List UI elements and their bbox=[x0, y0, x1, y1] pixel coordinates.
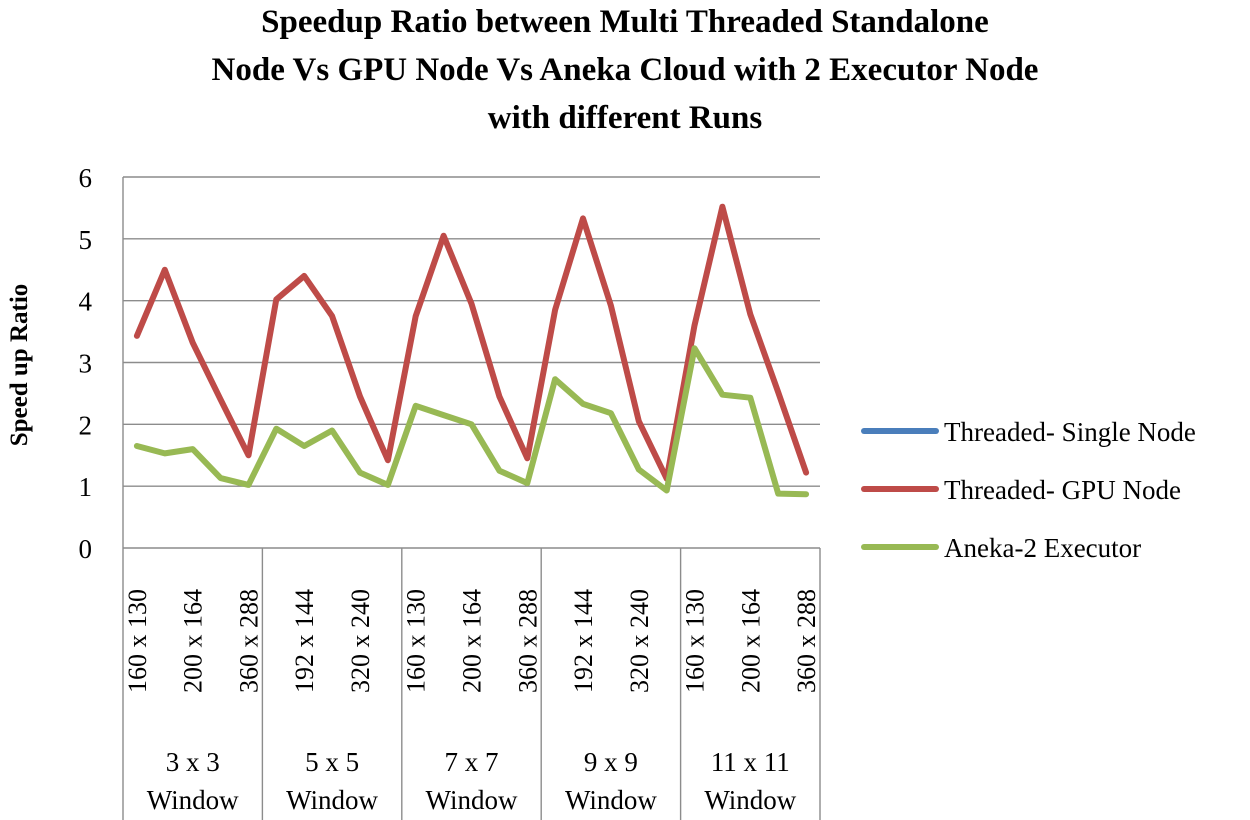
y-axis-ticks: 0 1 2 3 4 5 6 bbox=[79, 163, 93, 564]
x-tick-label: 360 x 288 bbox=[513, 589, 542, 693]
group-label-window: Window bbox=[426, 785, 518, 815]
group-label-window: Window bbox=[565, 785, 657, 815]
chart-title-line-2: Node Vs GPU Node Vs Aneka Cloud with 2 E… bbox=[212, 52, 1039, 88]
y-tick-label: 1 bbox=[79, 472, 93, 502]
group-label: 11 x 11 bbox=[711, 747, 790, 777]
group-label: 5 x 5 bbox=[305, 747, 359, 777]
x-tick-label: 160 x 130 bbox=[402, 589, 431, 693]
x-tick-label: 192 x 144 bbox=[569, 589, 598, 693]
y-tick-label: 0 bbox=[79, 534, 93, 564]
y-tick-label: 5 bbox=[79, 225, 93, 255]
x-tick-label: 160 x 130 bbox=[681, 589, 710, 693]
group-label-window: Window bbox=[147, 785, 239, 815]
group-label-window: Window bbox=[704, 785, 796, 815]
y-tick-label: 6 bbox=[79, 163, 93, 193]
legend-label: Threaded- Single Node bbox=[944, 417, 1196, 447]
chart-title: Speedup Ratio between Multi Threaded Sta… bbox=[212, 4, 1039, 136]
chart-title-line-1: Speedup Ratio between Multi Threaded Sta… bbox=[261, 4, 989, 40]
x-tick-label: 320 x 240 bbox=[346, 589, 375, 693]
group-label: 9 x 9 bbox=[584, 747, 638, 777]
x-tick-label: 360 x 288 bbox=[792, 589, 821, 693]
legend-label: Aneka-2 Executor bbox=[944, 533, 1141, 563]
x-tick-label: 360 x 288 bbox=[234, 589, 263, 693]
legend: Threaded- Single Node Threaded- GPU Node A… bbox=[861, 417, 1196, 563]
legend-label: Threaded- GPU Node bbox=[944, 475, 1181, 505]
y-axis-label: Speed up Ratio bbox=[6, 284, 33, 447]
chart-title-line-3: with different Runs bbox=[488, 100, 763, 136]
group-label: 7 x 7 bbox=[445, 747, 499, 777]
x-tick-label: 320 x 240 bbox=[625, 589, 654, 693]
series-line-3 bbox=[133, 345, 810, 498]
group-label: 3 x 3 bbox=[166, 747, 220, 777]
x-axis: 160 x 130 200 x 164 360 x 288 3 x 3 Window 19… bbox=[122, 548, 821, 820]
x-tick-label: 200 x 164 bbox=[736, 589, 765, 693]
series-lines bbox=[133, 203, 810, 498]
y-tick-label: 3 bbox=[79, 349, 93, 379]
series-line-2 bbox=[133, 203, 810, 482]
x-tick-label: 200 x 164 bbox=[458, 589, 487, 693]
y-tick-label: 2 bbox=[79, 410, 93, 440]
x-tick-label: 192 x 144 bbox=[290, 589, 319, 693]
group-label-window: Window bbox=[286, 785, 378, 815]
y-tick-label: 4 bbox=[79, 287, 93, 317]
x-tick-label: 160 x 130 bbox=[123, 589, 152, 693]
x-tick-label: 200 x 164 bbox=[179, 589, 208, 693]
